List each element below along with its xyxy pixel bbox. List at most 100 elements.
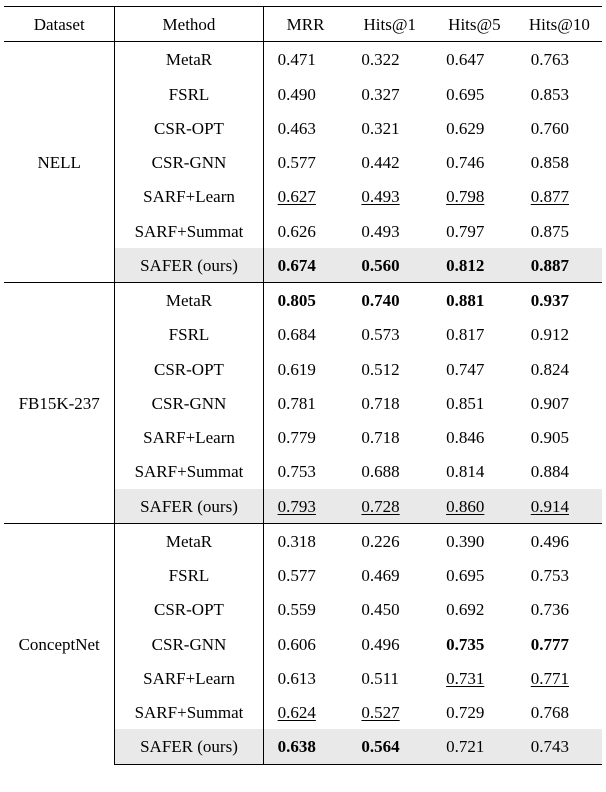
value-cell: 0.512 — [347, 352, 432, 386]
value-text: 0.490 — [278, 85, 316, 104]
method-cell: FSRL — [115, 77, 263, 111]
value-text: 0.695 — [446, 85, 484, 104]
method-cell: CSR-GNN — [115, 145, 263, 179]
value-cell: 0.647 — [432, 42, 517, 77]
value-text: 0.493 — [361, 222, 399, 241]
value-cell: 0.881 — [432, 283, 517, 318]
value-text: 0.736 — [531, 600, 569, 619]
value-cell: 0.496 — [517, 523, 602, 558]
value-cell: 0.753 — [263, 454, 347, 488]
method-cell: CSR-GNN — [115, 386, 263, 420]
dataset-cell: ConceptNet — [4, 523, 115, 764]
value-text: 0.629 — [446, 119, 484, 138]
value-text: 0.674 — [278, 256, 316, 275]
value-text: 0.753 — [531, 566, 569, 585]
value-cell: 0.469 — [347, 558, 432, 592]
value-cell: 0.577 — [263, 145, 347, 179]
value-cell: 0.321 — [347, 111, 432, 145]
method-cell: CSR-OPT — [115, 592, 263, 626]
value-cell: 0.560 — [347, 248, 432, 283]
value-text: 0.763 — [531, 50, 569, 69]
results-table-body: NELLMetaR0.4710.3220.6470.763FSRL0.4900.… — [4, 42, 602, 764]
value-text: 0.318 — [278, 532, 316, 551]
value-text: 0.797 — [446, 222, 484, 241]
table-row: ConceptNetMetaR0.3180.2260.3900.496 — [4, 523, 602, 558]
value-text: 0.718 — [361, 394, 399, 413]
value-cell: 0.577 — [263, 558, 347, 592]
value-cell: 0.718 — [347, 420, 432, 454]
value-text: 0.740 — [361, 291, 399, 310]
value-text: 0.817 — [446, 325, 484, 344]
results-table: Dataset Method MRR Hits@1 Hits@5 Hits@10… — [4, 6, 602, 765]
value-cell: 0.768 — [517, 695, 602, 729]
value-cell: 0.763 — [517, 42, 602, 77]
value-text: 0.226 — [361, 532, 399, 551]
value-text: 0.735 — [446, 635, 484, 654]
method-cell: CSR-OPT — [115, 111, 263, 145]
value-cell: 0.318 — [263, 523, 347, 558]
value-cell: 0.638 — [263, 729, 347, 764]
value-text: 0.321 — [361, 119, 399, 138]
value-text: 0.496 — [531, 532, 569, 551]
value-text: 0.577 — [278, 566, 316, 585]
value-text: 0.729 — [446, 703, 484, 722]
value-cell: 0.627 — [263, 179, 347, 213]
value-cell: 0.511 — [347, 661, 432, 695]
value-text: 0.753 — [278, 462, 316, 481]
value-cell: 0.327 — [347, 77, 432, 111]
value-cell: 0.905 — [517, 420, 602, 454]
value-text: 0.469 — [361, 566, 399, 585]
value-cell: 0.735 — [432, 627, 517, 661]
value-cell: 0.729 — [432, 695, 517, 729]
method-cell: SARF+Summat — [115, 695, 263, 729]
value-text: 0.905 — [531, 428, 569, 447]
value-text: 0.851 — [446, 394, 484, 413]
value-cell: 0.731 — [432, 661, 517, 695]
value-cell: 0.817 — [432, 317, 517, 351]
value-text: 0.798 — [446, 187, 484, 206]
value-text: 0.327 — [361, 85, 399, 104]
value-cell: 0.728 — [347, 489, 432, 524]
method-cell: MetaR — [115, 42, 263, 77]
value-text: 0.718 — [361, 428, 399, 447]
value-cell: 0.814 — [432, 454, 517, 488]
value-text: 0.559 — [278, 600, 316, 619]
value-cell: 0.937 — [517, 283, 602, 318]
value-cell: 0.760 — [517, 111, 602, 145]
value-cell: 0.853 — [517, 77, 602, 111]
value-text: 0.721 — [446, 737, 484, 756]
method-cell: SARF+Learn — [115, 661, 263, 695]
value-text: 0.728 — [361, 497, 399, 516]
value-text: 0.846 — [446, 428, 484, 447]
col-header-method: Method — [115, 7, 263, 42]
value-cell: 0.463 — [263, 111, 347, 145]
value-cell: 0.812 — [432, 248, 517, 283]
value-text: 0.768 — [531, 703, 569, 722]
method-cell: SAFER (ours) — [115, 489, 263, 524]
value-text: 0.793 — [278, 497, 316, 516]
method-cell: FSRL — [115, 317, 263, 351]
value-text: 0.824 — [531, 360, 569, 379]
value-cell: 0.688 — [347, 454, 432, 488]
method-cell: SARF+Summat — [115, 214, 263, 248]
value-text: 0.647 — [446, 50, 484, 69]
dataset-cell: FB15K-237 — [4, 283, 115, 524]
value-cell: 0.912 — [517, 317, 602, 351]
value-cell: 0.564 — [347, 729, 432, 764]
value-text: 0.914 — [531, 497, 569, 516]
value-cell: 0.777 — [517, 627, 602, 661]
table-row: NELLMetaR0.4710.3220.6470.763 — [4, 42, 602, 77]
value-cell: 0.624 — [263, 695, 347, 729]
value-text: 0.619 — [278, 360, 316, 379]
method-cell: SARF+Learn — [115, 420, 263, 454]
value-text: 0.512 — [361, 360, 399, 379]
col-header-hits1: Hits@1 — [347, 7, 432, 42]
value-cell: 0.626 — [263, 214, 347, 248]
value-text: 0.771 — [531, 669, 569, 688]
value-cell: 0.793 — [263, 489, 347, 524]
method-cell: MetaR — [115, 283, 263, 318]
value-text: 0.624 — [278, 703, 316, 722]
value-cell: 0.674 — [263, 248, 347, 283]
dataset-cell: NELL — [4, 42, 115, 283]
value-text: 0.606 — [278, 635, 316, 654]
